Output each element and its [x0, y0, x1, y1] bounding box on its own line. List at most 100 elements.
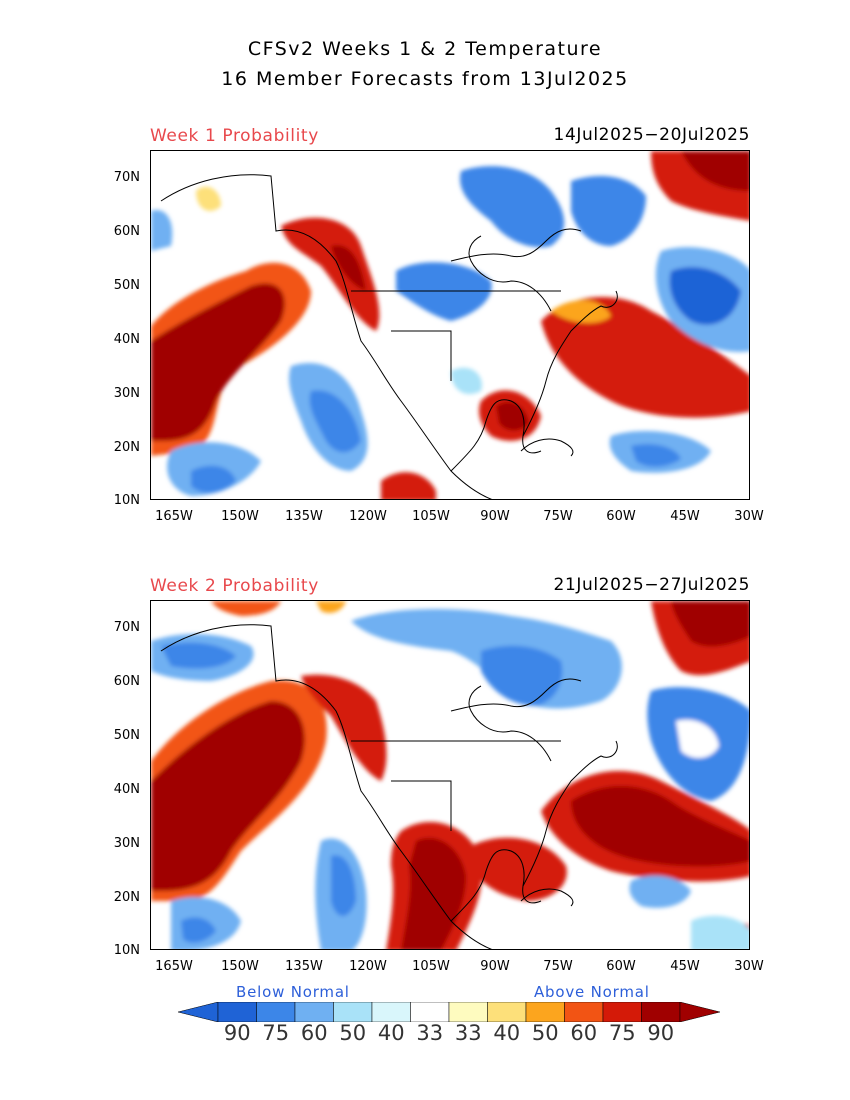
lat-label: 50N	[113, 728, 140, 743]
lon-label: 45W	[670, 509, 700, 524]
warm-region	[331, 245, 366, 291]
legend-swatch	[333, 1002, 373, 1022]
lat-label: 50N	[113, 278, 140, 293]
lon-label: 120W	[349, 509, 387, 524]
legend-value: 75	[262, 1021, 290, 1045]
week1-label: Week 1 Probability	[150, 126, 319, 146]
coastline	[522, 290, 618, 437]
coastline	[520, 438, 574, 457]
legend-swatch	[294, 1002, 334, 1022]
lon-label: 75W	[543, 509, 573, 524]
lon-label: 90W	[480, 959, 510, 974]
legend-value: 40	[493, 1021, 521, 1045]
lat-label: 30N	[113, 386, 140, 401]
cool-region	[631, 444, 681, 467]
cool-region	[309, 390, 361, 453]
warm-region	[471, 837, 567, 901]
legend-swatch	[487, 1002, 527, 1022]
lon-label: 45W	[670, 959, 700, 974]
legend-arrow-right	[679, 1002, 721, 1022]
lat-label: 30N	[113, 836, 140, 851]
legend-value: 50	[531, 1021, 559, 1045]
cool-region	[181, 917, 216, 943]
legend-above-label: Above Normal	[534, 983, 650, 1001]
legend-value: 90	[223, 1021, 251, 1045]
lon-label: 150W	[221, 959, 259, 974]
chart-title: CFSv2 Weeks 1 & 2 Temperature	[247, 38, 603, 60]
cool-region	[571, 176, 646, 246]
legend-value: 60	[570, 1021, 598, 1045]
coastline	[160, 174, 493, 499]
coastline	[450, 849, 542, 922]
warm-region	[571, 786, 749, 867]
lon-label: 105W	[412, 959, 450, 974]
cool-region	[161, 642, 236, 669]
week1-dates: 14Jul2025−20Jul2025	[553, 125, 750, 145]
warm-region	[551, 300, 611, 323]
lat-label: 20N	[113, 890, 140, 905]
chart-subtitle: 16 Member Forecasts from 13Jul2025	[221, 68, 629, 90]
coastline	[450, 678, 582, 712]
lon-label: 30W	[734, 959, 764, 974]
warm-region	[671, 601, 749, 647]
legend-swatch	[448, 1002, 488, 1022]
cool-region	[396, 262, 492, 321]
legend-value: 90	[647, 1021, 675, 1045]
lat-label: 40N	[113, 782, 140, 797]
legend-value: 40	[377, 1021, 405, 1045]
legend-swatch	[602, 1002, 642, 1022]
week2-label: Week 2 Probability	[150, 576, 319, 596]
legend-colorbar	[177, 1002, 721, 1022]
lat-label: 40N	[113, 332, 140, 347]
cool-region	[481, 645, 563, 706]
legend-value: 60	[300, 1021, 328, 1045]
coastline	[468, 685, 552, 762]
lat-label: 20N	[113, 440, 140, 455]
cool-region	[676, 719, 719, 758]
lat-label: 60N	[113, 674, 140, 689]
legend-swatch	[564, 1002, 604, 1022]
warm-region	[541, 297, 749, 418]
lat-label: 70N	[113, 620, 140, 635]
cool-region	[691, 915, 749, 949]
legend-value: 33	[416, 1021, 444, 1045]
coastline	[522, 740, 618, 887]
legend-swatch	[371, 1002, 411, 1022]
lon-label: 30W	[734, 509, 764, 524]
week2-dates: 21Jul2025−27Jul2025	[553, 575, 750, 595]
cool-region	[669, 267, 741, 325]
warm-region	[151, 701, 305, 891]
lon-label: 75W	[543, 959, 573, 974]
legend-below-label: Below Normal	[236, 983, 350, 1001]
legend-value: 75	[608, 1021, 636, 1045]
lon-label: 60W	[606, 509, 636, 524]
lon-label: 135W	[285, 509, 323, 524]
warm-region	[301, 674, 387, 781]
coastline	[160, 624, 493, 949]
lat-label: 70N	[113, 170, 140, 185]
week2-map	[150, 600, 750, 950]
cool-region	[331, 855, 356, 916]
border	[391, 780, 452, 831]
lon-label: 120W	[349, 959, 387, 974]
lon-label: 90W	[480, 509, 510, 524]
lon-label: 105W	[412, 509, 450, 524]
border	[391, 330, 452, 381]
coastline	[520, 888, 574, 907]
legend-swatch	[641, 1002, 681, 1022]
lon-label: 60W	[606, 959, 636, 974]
warm-region	[681, 151, 749, 191]
cool-region	[451, 367, 482, 395]
legend-swatch	[525, 1002, 565, 1022]
legend-value: 50	[339, 1021, 367, 1045]
lon-label: 165W	[155, 959, 193, 974]
warm-region	[381, 472, 436, 499]
lat-label: 10N	[113, 943, 140, 958]
warm-region	[211, 601, 281, 616]
cool-region	[460, 166, 565, 248]
warm-region	[316, 601, 346, 613]
legend-swatch	[217, 1002, 257, 1022]
legend-arrow-left	[177, 1002, 219, 1022]
cool-region	[151, 210, 173, 251]
coastline	[468, 235, 552, 312]
